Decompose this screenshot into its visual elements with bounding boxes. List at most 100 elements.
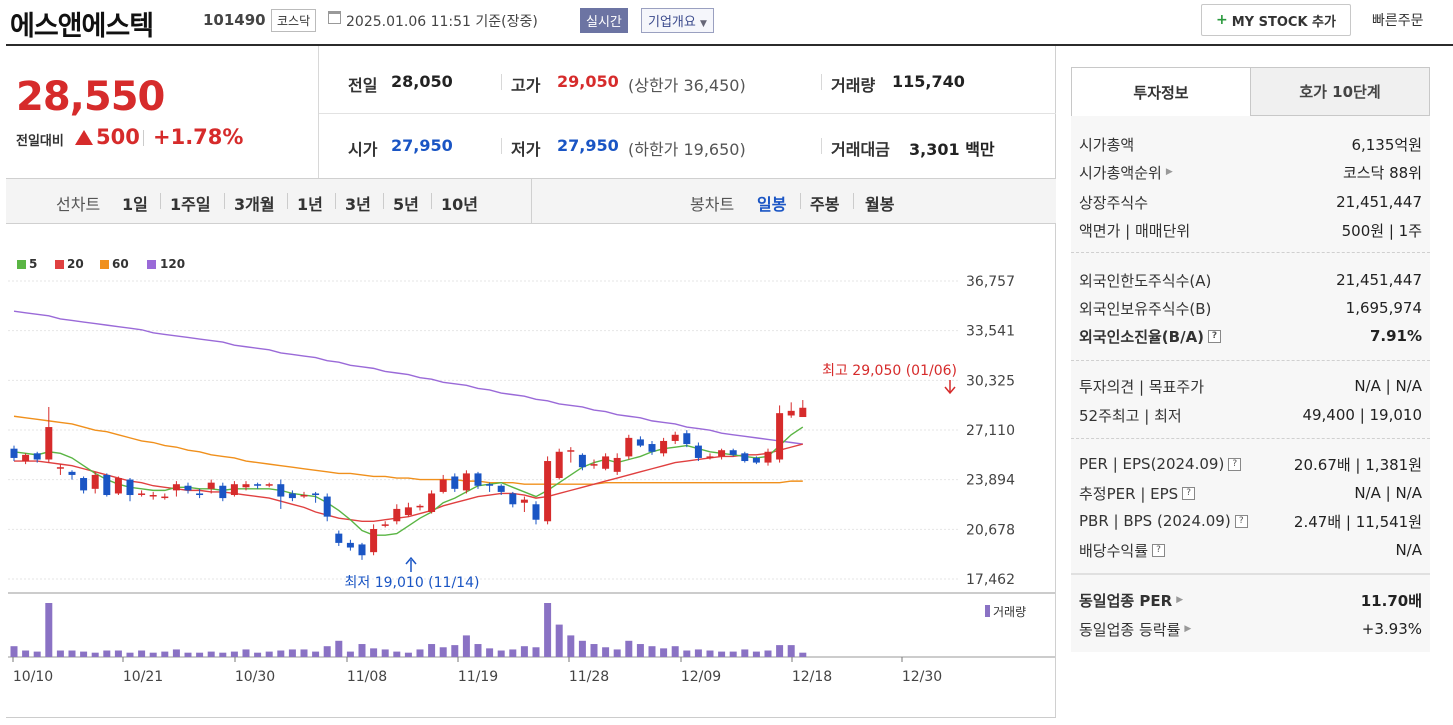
market-cap-rank-label[interactable]: 시가총액순위 ▶ xyxy=(1079,163,1173,182)
prev-close-value: 28,050 xyxy=(391,72,453,91)
candle-body xyxy=(323,496,331,517)
realtime-badge[interactable]: 실시간 xyxy=(580,8,628,33)
industry-per-value: 11.70배 xyxy=(1360,591,1422,610)
range-3y[interactable]: 3년 xyxy=(345,195,371,214)
candle-body xyxy=(288,493,296,499)
range-5y[interactable]: 5년 xyxy=(393,195,419,214)
volume-bar xyxy=(45,603,53,657)
ma5-line xyxy=(13,426,804,536)
volume-bar xyxy=(288,649,296,657)
help-icon[interactable]: ? xyxy=(1182,486,1196,500)
change-percent: +1.78% xyxy=(153,125,244,149)
candle-body xyxy=(22,454,30,462)
volume-bar xyxy=(578,640,586,657)
amount-label: 거래대금 xyxy=(831,140,890,159)
candle-body xyxy=(776,413,784,460)
candle-body xyxy=(300,495,308,497)
volume-bar xyxy=(184,652,192,657)
x-tick-label: 11/19 xyxy=(458,669,498,685)
candle-body xyxy=(56,467,64,469)
volume-bar xyxy=(323,646,331,657)
add-my-stock-button[interactable]: + MY STOCK 추가 xyxy=(1201,4,1351,36)
volume-bar xyxy=(694,649,702,657)
volume-bar xyxy=(33,651,41,657)
period-daily[interactable]: 일봉 xyxy=(757,195,787,214)
candle-body xyxy=(91,474,99,489)
candle-body xyxy=(625,437,633,457)
help-icon[interactable]: ? xyxy=(1234,514,1248,528)
volume-bar xyxy=(718,651,726,657)
high-label: 고가 xyxy=(511,76,541,95)
volume-bar xyxy=(613,649,621,657)
volume-bar xyxy=(648,646,656,657)
help-icon[interactable]: ? xyxy=(1228,457,1242,471)
upper-limit: (상한가 36,450) xyxy=(628,76,746,95)
company-info-dropdown[interactable]: 기업개요 ▼ xyxy=(641,8,714,33)
candle-body xyxy=(764,451,772,463)
candle-body xyxy=(370,528,378,553)
help-icon[interactable]: ? xyxy=(1208,329,1222,343)
est-per-value: N/A | N/A xyxy=(1354,484,1422,502)
ma60-line xyxy=(13,415,803,485)
quick-order-button[interactable]: 빠른주문 xyxy=(1372,13,1424,29)
x-tick-label: 12/30 xyxy=(902,669,942,685)
legend-ma120-swatch xyxy=(147,260,156,269)
legend-ma60: 60 xyxy=(112,257,129,271)
volume-bar xyxy=(636,644,644,657)
volume-bar xyxy=(254,652,262,657)
up-triangle-icon xyxy=(75,130,93,145)
industry-change-label[interactable]: 동일업종 등락률 ▶ xyxy=(1079,620,1192,639)
volume-bar xyxy=(346,651,354,657)
open-value: 27,950 xyxy=(391,136,453,155)
candle-body xyxy=(219,485,227,499)
prev-close-label: 전일 xyxy=(348,76,378,95)
candle-body xyxy=(184,485,192,491)
candle-body xyxy=(45,427,53,460)
y-tick-label: 30,325 xyxy=(966,373,1015,389)
y-tick-label: 27,110 xyxy=(966,423,1015,439)
pbr-bps-value: 2.47배 | 11,541원 xyxy=(1293,512,1422,531)
market-cap-label: 시가총액 xyxy=(1079,135,1135,154)
volume-bar xyxy=(439,647,447,657)
help-icon[interactable]: ? xyxy=(1152,543,1166,557)
low-label: 저가 xyxy=(511,140,541,159)
legend-ma20-swatch xyxy=(55,260,64,269)
legend-ma20: 20 xyxy=(67,257,84,271)
volume-bar xyxy=(149,652,157,657)
legend-ma60-swatch xyxy=(100,260,109,269)
period-monthly[interactable]: 월봉 xyxy=(865,195,895,214)
volume-bar xyxy=(10,646,18,657)
opinion-label: 투자의견 | 목표주가 xyxy=(1079,377,1204,396)
candle-body xyxy=(242,484,250,488)
current-price: 28,550 xyxy=(16,74,165,120)
volume-bar xyxy=(764,650,772,657)
range-1d[interactable]: 1일 xyxy=(122,195,148,214)
volume-bar xyxy=(219,652,227,657)
volume-legend-swatch xyxy=(985,605,990,617)
volume-bar xyxy=(80,651,88,657)
volume-bar xyxy=(22,650,30,657)
volume-bar xyxy=(497,650,505,657)
candle-body xyxy=(126,479,134,496)
volume-bar xyxy=(544,603,552,657)
tab-orderbook[interactable]: 호가 10단계 xyxy=(1250,67,1430,116)
range-1w[interactable]: 1주일 xyxy=(170,195,211,214)
candle-body xyxy=(172,484,180,491)
listed-shares-label: 상장주식수 xyxy=(1079,193,1149,212)
volume-bar xyxy=(370,648,378,657)
tab-invest-info[interactable]: 투자정보 xyxy=(1071,67,1251,116)
range-3m[interactable]: 3개월 xyxy=(234,195,275,214)
candle-body xyxy=(520,499,528,503)
period-weekly[interactable]: 주봉 xyxy=(810,195,840,214)
volume-bar xyxy=(625,640,633,657)
candle-body xyxy=(393,508,401,522)
volume-bar xyxy=(428,644,436,657)
volume-bar xyxy=(161,651,169,657)
industry-per-label[interactable]: 동일업종 PER ▶ xyxy=(1079,591,1184,610)
range-10y[interactable]: 10년 xyxy=(441,195,478,214)
industry-change-value: +3.93% xyxy=(1361,620,1422,638)
market-cap-rank-value: 코스닥 88위 xyxy=(1342,163,1422,182)
range-1y[interactable]: 1년 xyxy=(297,195,323,214)
candle-body xyxy=(346,542,354,548)
candle-body xyxy=(590,464,598,466)
